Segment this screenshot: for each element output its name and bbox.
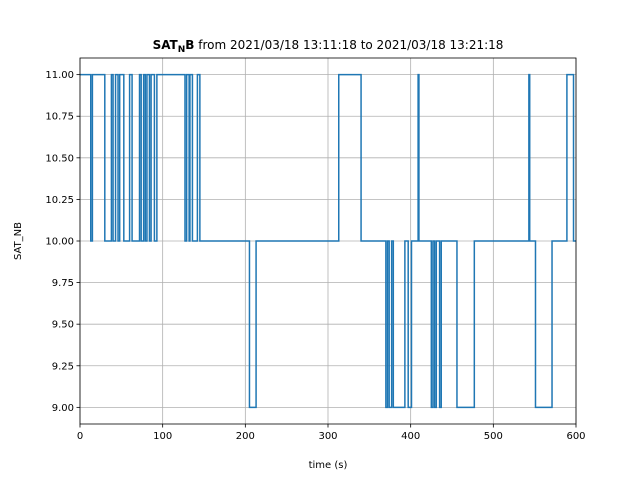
y-tick-label: 9.75 (52, 278, 74, 289)
series-layer (80, 73, 576, 409)
y-tick-label: 10.25 (45, 195, 74, 206)
x-tick-label: 500 (484, 431, 503, 442)
x-tick-label: 100 (153, 431, 172, 442)
title-var-end: B (185, 38, 194, 52)
x-tick-label: 0 (77, 431, 83, 442)
y-tick-label: 10.75 (45, 112, 74, 123)
x-tick-label: 300 (318, 431, 337, 442)
y-axis: 9.00 9.25 9.50 9.75 10.00 10.25 10.50 10.75 11.0… (45, 70, 80, 414)
title-rest: from 2021/03/18 13:11:18 to 2021/03/18 1… (194, 38, 503, 52)
y-tick-label: 10.00 (45, 237, 74, 248)
x-axis-label: time (s) (309, 460, 348, 471)
x-axis: 0 100 200 300 400 500 600 (77, 424, 586, 442)
y-tick-label: 10.50 (45, 153, 74, 164)
title-var-main: SAT (153, 38, 179, 52)
y-tick-label: 9.25 (52, 361, 74, 372)
y-tick-label: 11.00 (45, 70, 74, 81)
y-axis-label: SAT_NB (13, 222, 24, 260)
x-tick-label: 600 (566, 431, 585, 442)
title-var-sub: N (178, 45, 186, 55)
x-tick-label: 400 (401, 431, 420, 442)
y-tick-label: 9.50 (52, 320, 74, 331)
chart-title: SATNB from 2021/03/18 13:11:18 to 2021/0… (153, 38, 504, 55)
series-line-sat-nb (80, 73, 576, 409)
x-tick-label: 200 (236, 431, 255, 442)
y-tick-label: 9.00 (52, 403, 74, 414)
